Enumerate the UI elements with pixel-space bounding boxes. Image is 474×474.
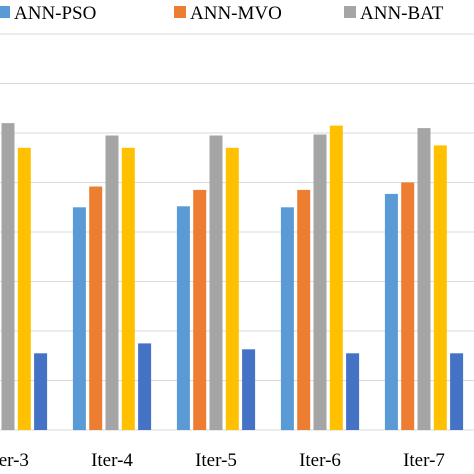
bar-iter-4-series-1 xyxy=(72,207,86,431)
x-axis-tick-labels: Iter-3 Iter-4 Iter-5 Iter-6 Iter-7 xyxy=(0,450,445,471)
bar-iter-3-series-3 xyxy=(1,123,15,430)
bar-iter-4-series-5 xyxy=(138,343,152,430)
bar-iter-4-series-3 xyxy=(105,135,119,430)
bar-iter-7-series-5 xyxy=(450,353,464,430)
bars xyxy=(1,123,464,431)
legend: ANN-PSO ANN-MVO ANN-BAT xyxy=(0,3,444,24)
bar-iter-6-series-3 xyxy=(313,134,327,430)
x-tick-label: Iter-5 xyxy=(195,450,237,471)
bar-iter-7-series-4 xyxy=(433,145,447,430)
legend-swatch xyxy=(344,6,356,18)
bar-iter-7-series-2 xyxy=(401,182,415,430)
bar-iter-5-series-5 xyxy=(242,349,256,430)
bar-iter-6-series-1 xyxy=(280,207,294,431)
legend-swatch xyxy=(174,6,186,18)
bar-iter-7-series-1 xyxy=(384,193,398,430)
bar-iter-4-series-4 xyxy=(121,147,135,431)
legend-label: ANN-MVO xyxy=(190,3,282,24)
x-tick-label: Iter-6 xyxy=(299,450,341,471)
bar-iter-5-series-1 xyxy=(176,206,190,430)
bar-iter-5-series-2 xyxy=(193,189,207,430)
x-tick-label: Iter-4 xyxy=(91,450,133,471)
x-tick-label: Iter-3 xyxy=(0,450,29,471)
bar-iter-7-series-3 xyxy=(417,128,431,430)
bar-iter-3-series-4 xyxy=(17,147,31,431)
bar-iter-5-series-3 xyxy=(209,135,223,430)
bar-iter-4-series-2 xyxy=(89,186,103,430)
legend-swatch xyxy=(0,6,10,18)
bar-iter-6-series-4 xyxy=(329,125,343,430)
bar-iter-3-series-5 xyxy=(34,353,48,430)
legend-label: ANN-BAT xyxy=(360,3,444,24)
bar-iter-5-series-4 xyxy=(225,147,239,431)
x-tick-label: Iter-7 xyxy=(403,450,445,471)
bar-iter-6-series-2 xyxy=(297,189,311,430)
bar-iter-6-series-5 xyxy=(346,353,360,430)
legend-label: ANN-PSO xyxy=(14,3,96,24)
